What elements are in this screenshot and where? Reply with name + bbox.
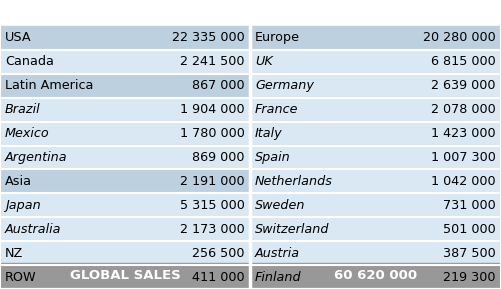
Text: NZ: NZ	[5, 247, 24, 260]
Text: 2 173 000: 2 173 000	[180, 223, 245, 236]
Text: 219 300: 219 300	[443, 271, 496, 284]
Bar	[250, 263, 501, 289]
Text: 731 000: 731 000	[443, 199, 496, 212]
Bar	[0, 265, 250, 289]
Text: Spain: Spain	[255, 151, 291, 164]
Bar	[0, 146, 250, 169]
Text: ROW: ROW	[5, 271, 37, 284]
Text: Germany: Germany	[255, 79, 314, 92]
Text: Argentina: Argentina	[5, 151, 68, 164]
Bar	[250, 26, 501, 50]
Text: 1 780 000: 1 780 000	[180, 127, 245, 140]
Text: 6 815 000: 6 815 000	[431, 55, 496, 68]
Bar	[250, 98, 501, 122]
Bar	[250, 217, 501, 241]
Text: 2 241 500: 2 241 500	[180, 55, 245, 68]
Bar	[0, 98, 250, 122]
Text: Mexico: Mexico	[5, 127, 50, 140]
Text: 2 639 000: 2 639 000	[431, 79, 496, 92]
Text: 22 335 000: 22 335 000	[172, 32, 245, 45]
Bar	[250, 146, 501, 169]
Text: 256 500: 256 500	[192, 247, 245, 260]
Bar	[0, 122, 250, 146]
Bar	[0, 50, 250, 74]
Text: Japan: Japan	[5, 199, 41, 212]
Bar	[250, 50, 501, 74]
Text: Finland: Finland	[255, 271, 302, 284]
Text: 2 078 000: 2 078 000	[431, 103, 496, 116]
Text: Brazil: Brazil	[5, 103, 41, 116]
Text: 1 423 000: 1 423 000	[431, 127, 496, 140]
Bar	[0, 26, 250, 50]
Text: 1 042 000: 1 042 000	[431, 175, 496, 188]
Text: Sweden: Sweden	[255, 199, 306, 212]
Bar	[0, 241, 250, 265]
Bar	[250, 122, 501, 146]
Bar	[250, 169, 501, 193]
Text: 20 280 000: 20 280 000	[423, 32, 496, 45]
Text: Netherlands: Netherlands	[255, 175, 333, 188]
Text: 867 000: 867 000	[192, 79, 245, 92]
Text: Italy: Italy	[255, 127, 283, 140]
Bar	[0, 74, 250, 98]
Text: Australia: Australia	[5, 223, 62, 236]
Bar	[0, 263, 250, 289]
Text: 2 191 000: 2 191 000	[180, 175, 245, 188]
Text: 501 000: 501 000	[443, 223, 496, 236]
Text: Asia: Asia	[5, 175, 32, 188]
Bar	[250, 193, 501, 217]
Bar	[250, 241, 501, 265]
Text: Austria: Austria	[255, 247, 300, 260]
Text: Latin America: Latin America	[5, 79, 93, 92]
Text: 869 000: 869 000	[192, 151, 245, 164]
Text: 411 000: 411 000	[192, 271, 245, 284]
Text: France: France	[255, 103, 299, 116]
Text: 387 500: 387 500	[443, 247, 496, 260]
Text: Europe: Europe	[255, 32, 300, 45]
Text: 5 315 000: 5 315 000	[180, 199, 245, 212]
Bar	[0, 193, 250, 217]
Bar	[250, 265, 501, 289]
Text: USA: USA	[5, 32, 32, 45]
Bar	[250, 74, 501, 98]
Text: Canada: Canada	[5, 55, 54, 68]
Text: 1 904 000: 1 904 000	[180, 103, 245, 116]
Text: 1 007 300: 1 007 300	[431, 151, 496, 164]
Text: GLOBAL SALES: GLOBAL SALES	[70, 270, 180, 282]
Text: UK: UK	[255, 55, 273, 68]
Text: 60 620 000: 60 620 000	[334, 270, 417, 282]
Bar	[0, 169, 250, 193]
Text: Switzerland: Switzerland	[255, 223, 330, 236]
Bar	[0, 217, 250, 241]
